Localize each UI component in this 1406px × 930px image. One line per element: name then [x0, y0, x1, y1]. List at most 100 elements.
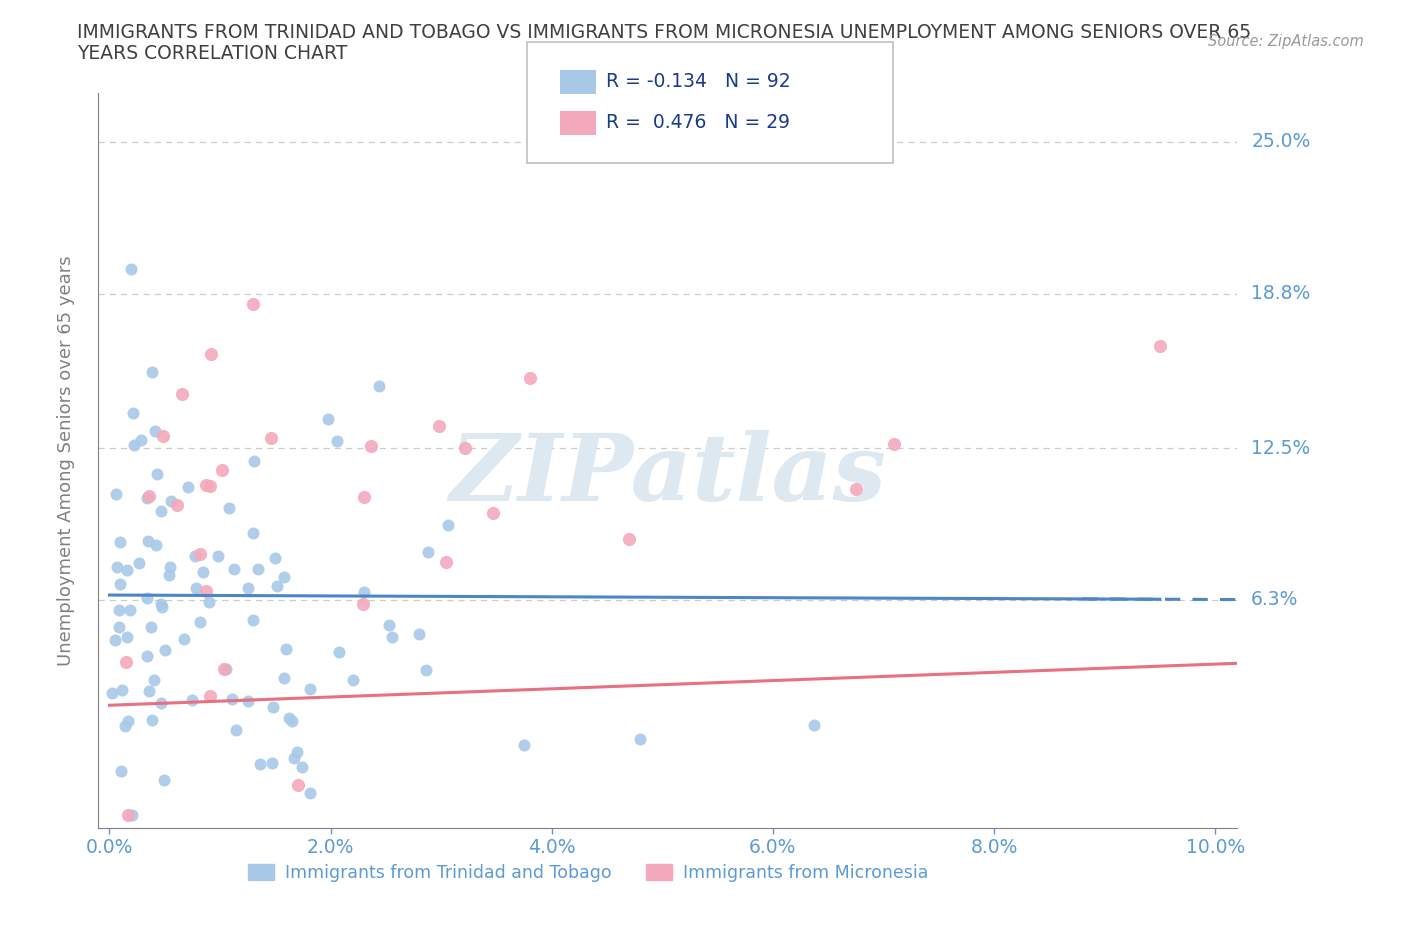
- Point: [434, 554, 457, 569]
- Point: [482, 506, 505, 521]
- Point: [149, 597, 172, 612]
- Point: [117, 808, 139, 823]
- Point: [141, 365, 163, 379]
- Point: [287, 777, 309, 792]
- Point: [222, 562, 245, 577]
- Point: [236, 580, 259, 595]
- Point: [138, 684, 160, 698]
- Point: [177, 480, 200, 495]
- Point: [883, 436, 905, 451]
- Point: [118, 603, 141, 618]
- Point: [108, 620, 131, 635]
- Point: [360, 438, 382, 453]
- Point: [115, 563, 138, 578]
- Point: [225, 723, 247, 737]
- Legend: Immigrants from Trinidad and Tobago, Immigrants from Micronesia: Immigrants from Trinidad and Tobago, Imm…: [242, 857, 935, 889]
- Point: [283, 751, 305, 765]
- Point: [195, 583, 218, 598]
- Point: [276, 642, 298, 657]
- Point: [378, 618, 401, 632]
- Point: [121, 808, 143, 823]
- Point: [328, 644, 350, 659]
- Text: 12.5%: 12.5%: [1251, 439, 1310, 458]
- Point: [135, 591, 157, 605]
- Point: [136, 649, 159, 664]
- Point: [281, 713, 304, 728]
- Point: [129, 432, 152, 447]
- Point: [513, 737, 536, 752]
- Point: [218, 500, 240, 515]
- Point: [166, 498, 188, 512]
- Point: [150, 696, 173, 711]
- Text: R = -0.134   N = 92: R = -0.134 N = 92: [606, 73, 790, 91]
- Point: [143, 423, 166, 438]
- Point: [181, 693, 204, 708]
- Point: [111, 683, 134, 698]
- Point: [415, 663, 437, 678]
- Text: IMMIGRANTS FROM TRINIDAD AND TOBAGO VS IMMIGRANTS FROM MICRONESIA UNEMPLOYMENT A: IMMIGRANTS FROM TRINIDAD AND TOBAGO VS I…: [77, 23, 1251, 42]
- Point: [381, 630, 404, 644]
- Point: [121, 262, 143, 277]
- Point: [238, 694, 260, 709]
- Point: [214, 661, 236, 676]
- Point: [353, 489, 375, 504]
- Point: [186, 580, 208, 595]
- Point: [135, 490, 157, 505]
- Point: [104, 632, 127, 647]
- Point: [242, 525, 264, 540]
- Point: [153, 642, 176, 657]
- Text: ZIPatlas: ZIPatlas: [450, 430, 886, 520]
- Point: [193, 565, 215, 580]
- Point: [326, 433, 349, 448]
- Point: [519, 370, 541, 385]
- Point: [146, 467, 169, 482]
- Point: [142, 672, 165, 687]
- Point: [353, 585, 375, 600]
- Point: [291, 759, 314, 774]
- Point: [207, 549, 229, 564]
- Point: [114, 719, 136, 734]
- Point: [105, 560, 128, 575]
- Point: [190, 615, 212, 630]
- Point: [242, 613, 264, 628]
- Point: [136, 534, 159, 549]
- Point: [124, 438, 146, 453]
- Point: [198, 594, 221, 609]
- Point: [367, 379, 389, 393]
- Point: [153, 773, 176, 788]
- Text: 18.8%: 18.8%: [1251, 285, 1310, 303]
- Point: [427, 419, 450, 434]
- Point: [845, 481, 868, 496]
- Point: [262, 755, 284, 770]
- Point: [418, 544, 440, 559]
- Point: [260, 431, 283, 445]
- Text: YEARS CORRELATION CHART: YEARS CORRELATION CHART: [77, 44, 347, 62]
- Point: [141, 712, 163, 727]
- Point: [122, 405, 145, 420]
- Point: [128, 555, 150, 570]
- Point: [264, 551, 287, 565]
- Point: [188, 546, 211, 561]
- Point: [342, 672, 364, 687]
- Point: [141, 619, 163, 634]
- Point: [110, 764, 132, 778]
- Point: [298, 785, 321, 800]
- Point: [108, 603, 131, 618]
- Point: [273, 671, 295, 685]
- Point: [215, 662, 238, 677]
- Point: [173, 632, 195, 647]
- Point: [145, 538, 167, 552]
- Point: [352, 596, 374, 611]
- Point: [198, 479, 221, 494]
- Point: [437, 518, 460, 533]
- Text: Source: ZipAtlas.com: Source: ZipAtlas.com: [1208, 34, 1364, 49]
- Point: [159, 494, 181, 509]
- Point: [150, 599, 173, 614]
- Point: [114, 655, 136, 670]
- Point: [247, 562, 270, 577]
- Point: [159, 560, 181, 575]
- Y-axis label: Unemployment Among Seniors over 65 years: Unemployment Among Seniors over 65 years: [56, 255, 75, 666]
- Point: [194, 478, 217, 493]
- Point: [454, 441, 477, 456]
- Point: [1149, 339, 1171, 353]
